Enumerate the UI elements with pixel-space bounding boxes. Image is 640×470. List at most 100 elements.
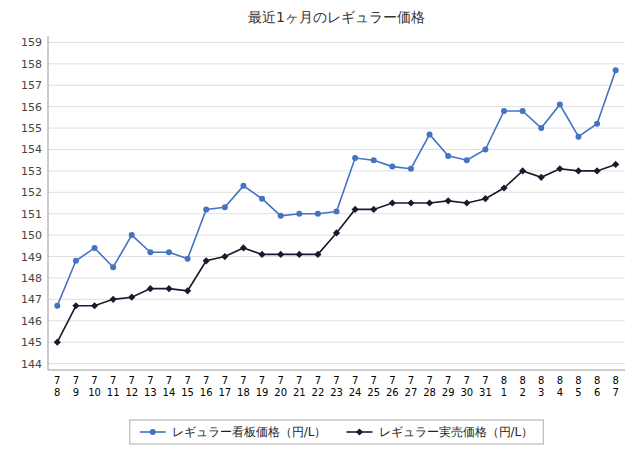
grid-line [48,63,625,64]
point [54,339,61,346]
point [500,184,507,191]
grid-line [48,85,625,86]
point [575,167,582,174]
point [258,251,265,258]
grid-line [48,363,625,364]
y-tick-label: 154 [21,143,42,156]
x-tick-label: 728 [423,375,436,398]
x-tick-label: 711 [107,375,120,398]
y-tick-label: 148 [21,272,42,285]
y-tick-label: 149 [21,251,42,264]
y-tick-label: 158 [21,58,42,71]
grid-line [48,170,625,171]
x-tick-label: 718 [237,375,250,398]
point [128,294,135,301]
x-tick-label: 715 [181,375,194,398]
point [445,197,452,204]
x-tick-label: 83 [538,375,544,398]
x-tick-label: 714 [163,375,176,398]
x-tick-label: 87 [613,375,619,398]
grid-line [48,320,625,321]
y-tick-label: 151 [21,208,42,221]
point [334,209,340,215]
point [538,125,544,131]
point [501,108,507,114]
x-tick-label: 725 [367,375,380,398]
point [371,157,377,163]
y-tick-label: 145 [21,336,42,349]
grid [48,42,625,363]
point [594,121,600,127]
point [73,258,79,264]
x-tick-label: 716 [200,375,213,398]
point [277,251,284,258]
x-tick-label: 710 [88,375,101,398]
grid-line [48,149,625,150]
point [482,195,489,202]
legend-label: レギュラー看板価格（円/L） [172,425,327,439]
point [370,206,377,213]
point [54,303,60,309]
point [520,108,526,114]
point [165,285,172,292]
x-tick-label: 84 [557,375,563,398]
y-tick-label: 155 [21,122,42,135]
point [203,257,210,264]
point [593,167,600,174]
y-axis-line [48,36,49,370]
x-tick-label: 727 [405,375,418,398]
point [352,155,358,161]
y-tick-label: 150 [21,229,42,242]
x-tick-label: 729 [442,375,455,398]
grid-line [48,342,625,343]
point [557,102,563,108]
point [482,146,488,152]
chart: 最近1ヶ月のレギュラー価格144145146147148149150151152… [0,0,640,470]
grid-line [48,106,625,107]
point [240,244,247,251]
x-axis-line [48,370,625,371]
point [166,249,172,255]
legend-marker [356,428,363,435]
point [445,153,451,159]
x-tick-label: 731 [479,375,492,398]
grid-line [48,299,625,300]
legend-label: レギュラー実売価格（円/L） [379,425,534,439]
y-tick-label: 159 [21,36,42,49]
x-tick-label: 724 [349,375,362,398]
x-tick-label: 721 [293,375,306,398]
x-tick-label: 726 [386,375,399,398]
x-tick-label: 79 [73,375,79,398]
point [315,211,321,217]
point [110,264,116,270]
plot-area [54,67,620,346]
x-tick-label: 712 [125,375,138,398]
x-tick-label: 719 [256,375,269,398]
x-tick-label: 722 [312,375,325,398]
point [296,211,302,217]
point [408,166,414,172]
point [519,167,526,174]
point [426,199,433,206]
x-tick-label: 723 [330,375,343,398]
x-tick-label: 717 [218,375,231,398]
point [556,165,563,172]
point [333,229,340,236]
point [259,196,265,202]
legend-box [130,420,543,444]
point [613,67,619,73]
point [110,296,117,303]
point [612,161,619,168]
x-tick-label: 81 [501,375,507,398]
point [147,285,154,292]
x-tick-label: 713 [144,375,157,398]
point [463,199,470,206]
legend: レギュラー看板価格（円/L） レギュラー実売価格（円/L） [130,420,543,444]
point [222,204,228,210]
x-tick-label: 78 [54,375,60,398]
legend-marker [150,429,156,435]
grid-line [48,256,625,257]
y-tick-label: 147 [21,293,42,306]
grid-line [48,192,625,193]
x-tick-label: 720 [274,375,287,398]
